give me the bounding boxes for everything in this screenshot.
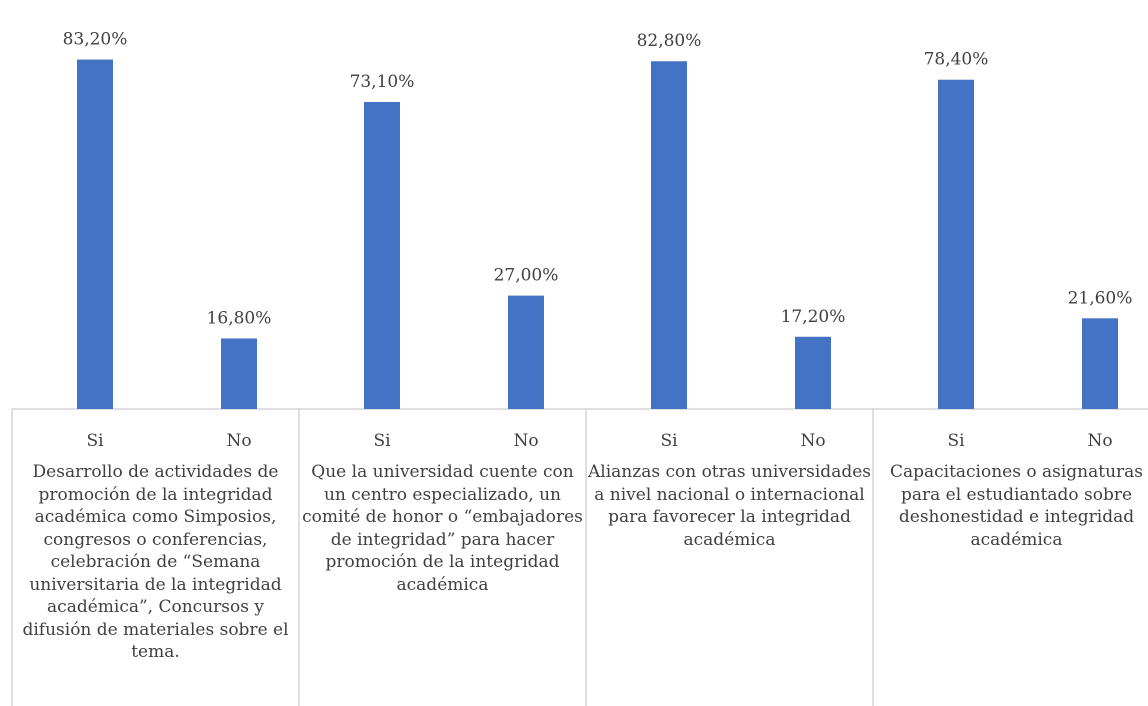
data-label: 78,40% (924, 50, 989, 70)
bar (651, 61, 687, 410)
group-label: Alianzas con otras universidades a nivel… (588, 462, 871, 550)
category-label: Si (947, 431, 965, 451)
group-label: Capacitaciones o asignaturas para el est… (889, 462, 1144, 550)
category-label: Si (373, 431, 391, 451)
data-label: 16,80% (207, 308, 272, 328)
bar (364, 101, 400, 409)
group-label: Que la universidad cuente con un centro … (302, 462, 583, 595)
category-label: No (800, 431, 825, 451)
category-label: Si (660, 431, 678, 451)
data-label: 73,10% (350, 72, 415, 92)
data-label: 27,00% (494, 266, 559, 286)
data-label: 82,80% (637, 31, 702, 51)
bar (77, 59, 113, 410)
bar (1082, 318, 1118, 409)
bar (221, 338, 257, 409)
group-label: Desarrollo de actividades de promoción d… (22, 462, 289, 662)
bar (508, 295, 544, 409)
category-label: No (1087, 431, 1112, 451)
data-label: 21,60% (1068, 288, 1133, 308)
data-label: 83,20% (63, 30, 128, 50)
data-label: 17,20% (781, 307, 846, 327)
bar (795, 336, 831, 409)
category-label: No (513, 431, 538, 451)
bar (938, 79, 974, 409)
category-label: No (226, 431, 251, 451)
category-label: Si (86, 431, 104, 451)
